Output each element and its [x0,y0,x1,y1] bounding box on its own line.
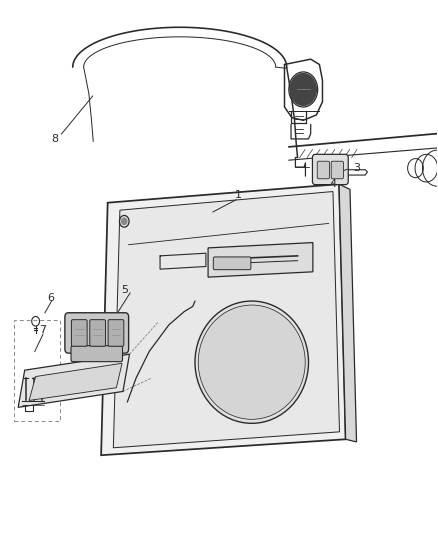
FancyBboxPatch shape [108,320,124,346]
FancyBboxPatch shape [65,313,129,353]
Polygon shape [18,354,130,407]
Polygon shape [29,364,122,400]
FancyBboxPatch shape [90,320,106,346]
Text: 3: 3 [353,163,360,173]
Text: 1: 1 [235,190,242,200]
FancyBboxPatch shape [317,161,329,179]
Polygon shape [113,191,339,448]
Ellipse shape [195,301,308,423]
FancyBboxPatch shape [312,155,348,184]
Text: 4: 4 [329,179,336,189]
Circle shape [122,218,127,224]
Ellipse shape [198,305,305,419]
Circle shape [290,74,316,106]
Text: 8: 8 [52,134,59,144]
FancyBboxPatch shape [213,257,251,270]
Text: 5: 5 [122,286,129,295]
FancyBboxPatch shape [71,320,87,346]
Polygon shape [101,184,346,455]
Text: 6: 6 [47,293,54,303]
Polygon shape [208,243,313,277]
Text: 7: 7 [39,325,46,335]
FancyBboxPatch shape [71,346,123,362]
Bar [14,320,60,421]
Polygon shape [339,184,357,442]
FancyBboxPatch shape [331,161,343,179]
